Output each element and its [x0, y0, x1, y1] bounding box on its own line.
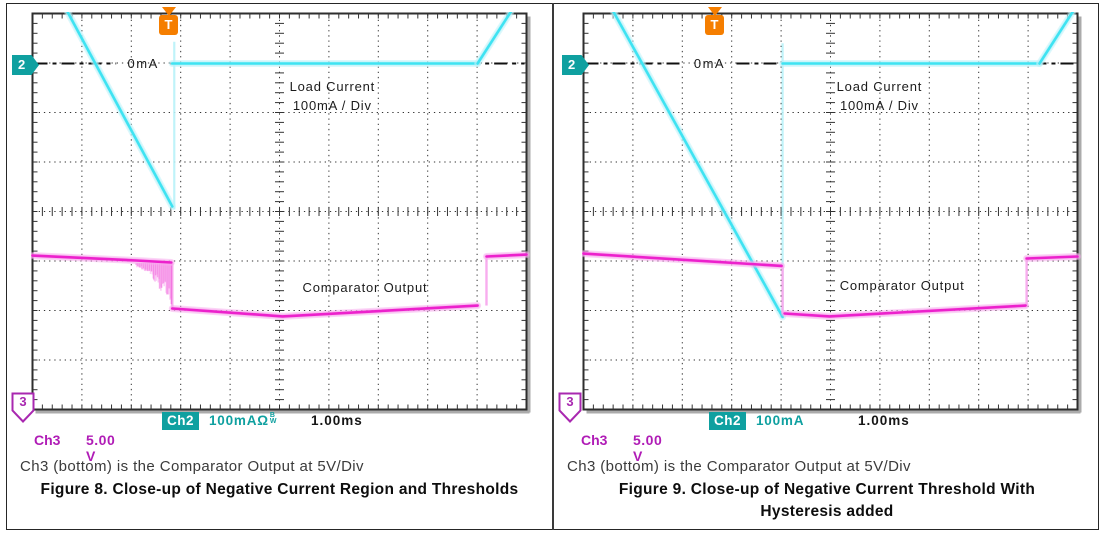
svg-text:0mA: 0mA: [694, 56, 725, 71]
panel-caption: Ch3 (bottom) is the Comparator Output at…: [20, 458, 364, 475]
trigger-arrow-icon: [708, 7, 722, 16]
figure-9-title: Figure 9. Close-up of Negative Current T…: [618, 481, 1036, 520]
trigger-t-icon: T: [159, 15, 178, 35]
timebase-readout: 1.00ms: [858, 413, 910, 428]
trigger-t-icon: T: [705, 15, 724, 35]
svg-text:0mA: 0mA: [128, 56, 159, 71]
ch3-scale-readout: 5.00 V: [86, 432, 116, 464]
trigger-arrow-icon: [162, 7, 176, 16]
trigger-marker: T: [702, 7, 728, 39]
channel-3-marker: 3: [11, 392, 35, 424]
scope-screen-figure-9: 0mA Load Current 100mA / Div Comparator Out…: [582, 12, 1082, 414]
svg-text:Comparator Output: Comparator Output: [303, 280, 428, 295]
channel-2-marker: 2: [562, 55, 589, 75]
ch3-label: Ch3: [34, 432, 61, 448]
ch2-chip: Ch2: [162, 412, 200, 430]
ohm-coupling-icon: Ω: [257, 413, 269, 428]
channel-3-number: 3: [19, 394, 27, 409]
svg-text:Load Current: Load Current: [290, 79, 375, 94]
channel-3-number: 3: [566, 394, 574, 409]
trigger-marker: T: [156, 7, 182, 39]
timebase-readout: 1.00ms: [311, 413, 363, 428]
channel-2-marker: 2: [12, 55, 39, 75]
channel-3-pentagon-icon: [11, 392, 35, 423]
scope-screen-figure-8: 0mA Load Current 100mA / Div Comparator Out…: [31, 12, 531, 414]
scope-readout-row: Ch2 100mAΩ B W 1.00ms: [6, 412, 553, 432]
ch2-scale-readout: 100mAΩ B W: [209, 412, 278, 428]
channel-3-pentagon-icon: [558, 392, 582, 423]
channel-3-marker: 3: [558, 392, 582, 424]
panel-divider: [552, 3, 554, 530]
svg-text:Comparator Output: Comparator Output: [840, 278, 965, 293]
svg-text:Load Current: Load Current: [837, 79, 922, 94]
scope-readout-row: Ch2 100mA 1.00ms: [553, 412, 1101, 432]
ch3-scale-readout: 5.00 V: [633, 432, 663, 464]
figure-9-panel: 0mA Load Current 100mA / Div Comparator Out…: [553, 3, 1101, 530]
svg-text:100mA / Div: 100mA / Div: [293, 98, 372, 113]
ch2-scale-readout: 100mA: [756, 413, 805, 428]
ch2-chip: Ch2: [709, 412, 747, 430]
panel-caption: Ch3 (bottom) is the Comparator Output at…: [567, 458, 911, 475]
ch3-label: Ch3: [581, 432, 608, 448]
figure-8-title: Figure 8. Close-up of Negative Current R…: [40, 481, 519, 498]
svg-text:100mA / Div: 100mA / Div: [840, 98, 919, 113]
figure-8-panel: 0mA Load Current 100mA / Div Comparator Out…: [6, 3, 553, 530]
